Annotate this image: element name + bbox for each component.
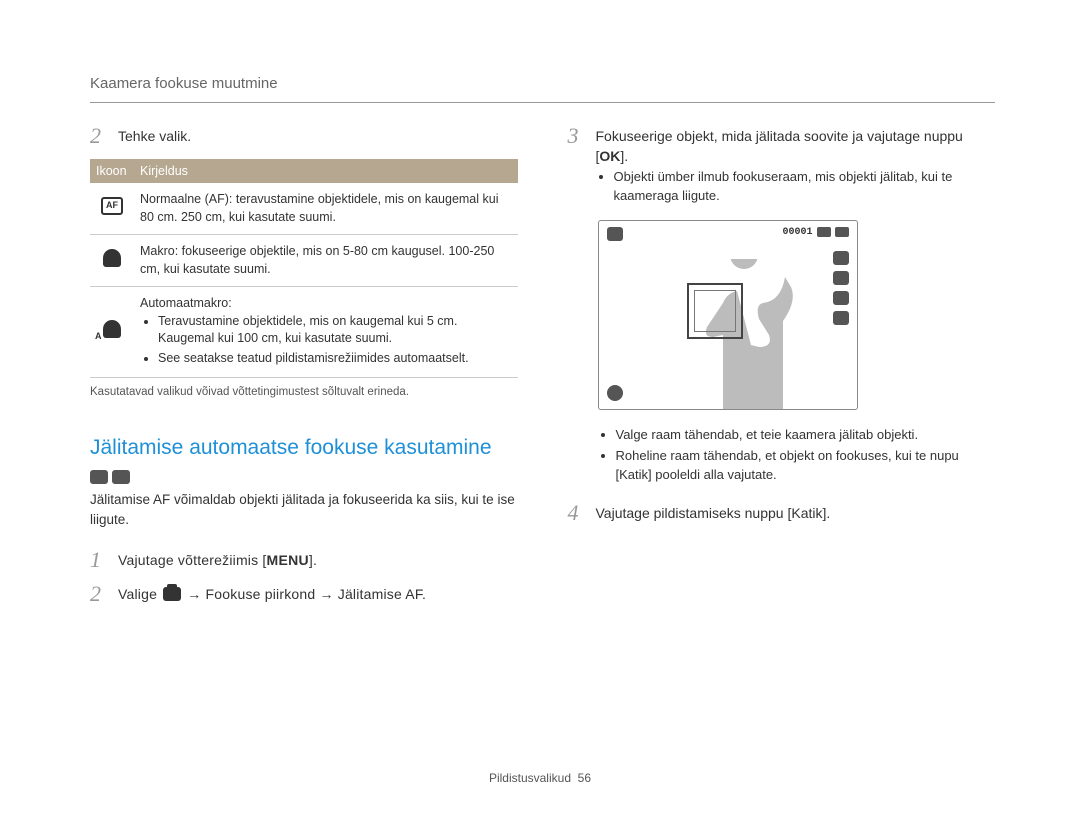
footer-page-number: 56 xyxy=(578,771,591,785)
step-number: 1 xyxy=(90,549,108,571)
step-number: 3 xyxy=(568,125,586,208)
right-column: 3 Fokuseerige objekt, mida jälitada soov… xyxy=(568,125,996,617)
table-row: Makro: fokuseerige objektile, mis on 5-8… xyxy=(90,235,518,287)
step-text: Valige → Fookuse piirkond → Jälitamise A… xyxy=(118,583,518,605)
af-icon xyxy=(101,197,123,215)
text-fragment: ]. xyxy=(620,148,628,164)
section-header: Kaamera fookuse muutmine xyxy=(90,75,995,103)
table-header-icon: Ikoon xyxy=(90,159,134,183)
row-title: Automaatmakro: xyxy=(140,295,512,313)
footer-label: Pildistusvalikud xyxy=(489,771,571,785)
preview-side-icons xyxy=(833,251,849,325)
preview-status-row: 00001 xyxy=(782,227,848,238)
table-cell-desc: Automaatmakro: Teravustamine objektidele… xyxy=(134,287,518,378)
step-2b: 2 Valige → Fookuse piirkond → Jälitamise… xyxy=(90,583,518,605)
menu-button-label: MENU xyxy=(267,552,309,568)
step-text: Vajutage võtterežiimis [MENU]. xyxy=(118,549,518,571)
text-fragment: → Fookuse piirkond → Jälitamise AF. xyxy=(183,586,426,602)
preview-notes: Valge raam tähendab, et teie kaamera jäl… xyxy=(598,426,996,485)
step-4: 4 Vajutage pildistamiseks nuppu [Katik]. xyxy=(568,502,996,524)
left-column: 2 Tehke valik. Ikoon Kirjeldus Normaalne… xyxy=(90,125,518,617)
mode-chip-icon xyxy=(90,470,108,484)
camera-icon xyxy=(163,587,181,601)
table-row: Automaatmakro: Teravustamine objektidele… xyxy=(90,287,518,378)
section-title: Jälitamise automaatse fookuse kasutamine xyxy=(90,436,518,460)
list-item: Objekti ümber ilmub fookuseraam, mis obj… xyxy=(614,168,996,206)
text-fragment: Vajutage võtterežiimis [ xyxy=(118,552,267,568)
page-footer: Pildistusvalikud 56 xyxy=(0,771,1080,785)
step-2: 2 Tehke valik. xyxy=(90,125,518,147)
preview-setting-icon xyxy=(833,311,849,325)
step-number: 2 xyxy=(90,583,108,605)
list-item: See seatakse teatud pildistamisrežiimide… xyxy=(158,350,512,368)
text-fragment: Valige xyxy=(118,586,161,602)
battery-icon xyxy=(835,227,849,237)
text-fragment: Fokuseerige objekt, mida jälitada soovit… xyxy=(596,128,963,164)
preview-mode-icon xyxy=(607,227,623,241)
step-text: Tehke valik. xyxy=(118,125,518,147)
mode-indicator-row xyxy=(90,470,518,484)
camera-preview: 00001 xyxy=(598,220,858,410)
step-text: Vajutage pildistamiseks nuppu [Katik]. xyxy=(596,502,996,524)
step-text: Fokuseerige objekt, mida jälitada soovit… xyxy=(596,125,996,208)
table-cell-desc: Makro: fokuseerige objektile, mis on 5-8… xyxy=(134,235,518,287)
ok-button-label: OK xyxy=(599,148,620,164)
text-fragment: ]. xyxy=(309,552,317,568)
memory-card-icon xyxy=(817,227,831,237)
table-row: Normaalne (AF): teravustamine objektidel… xyxy=(90,183,518,235)
preview-setting-icon xyxy=(833,291,849,305)
focus-frame xyxy=(687,283,743,339)
shot-counter: 00001 xyxy=(782,227,812,238)
preview-setting-icon xyxy=(833,271,849,285)
focus-options-table: Ikoon Kirjeldus Normaalne (AF): teravust… xyxy=(90,159,518,378)
table-header-desc: Kirjeldus xyxy=(134,159,518,183)
step-number: 2 xyxy=(90,125,108,147)
macro-icon xyxy=(103,249,121,267)
list-item: Teravustamine objektidele, mis on kaugem… xyxy=(158,313,512,348)
table-cell-desc: Normaalne (AF): teravustamine objektidel… xyxy=(134,183,518,235)
step-number: 4 xyxy=(568,502,586,524)
step-1: 1 Vajutage võtterežiimis [MENU]. xyxy=(90,549,518,571)
step-3: 3 Fokuseerige objekt, mida jälitada soov… xyxy=(568,125,996,208)
preview-setting-icon xyxy=(833,251,849,265)
mode-chip-icon xyxy=(112,470,130,484)
automacro-icon xyxy=(103,320,121,338)
section-body-text: Jälitamise AF võimaldab objekti jälitada… xyxy=(90,490,518,529)
list-item: Roheline raam tähendab, et objekt on foo… xyxy=(616,447,996,485)
table-footnote: Kasutatavad valikud võivad võttetingimus… xyxy=(90,386,518,398)
list-item: Valge raam tähendab, et teie kaamera jäl… xyxy=(616,426,996,445)
stabilization-icon xyxy=(607,385,623,401)
